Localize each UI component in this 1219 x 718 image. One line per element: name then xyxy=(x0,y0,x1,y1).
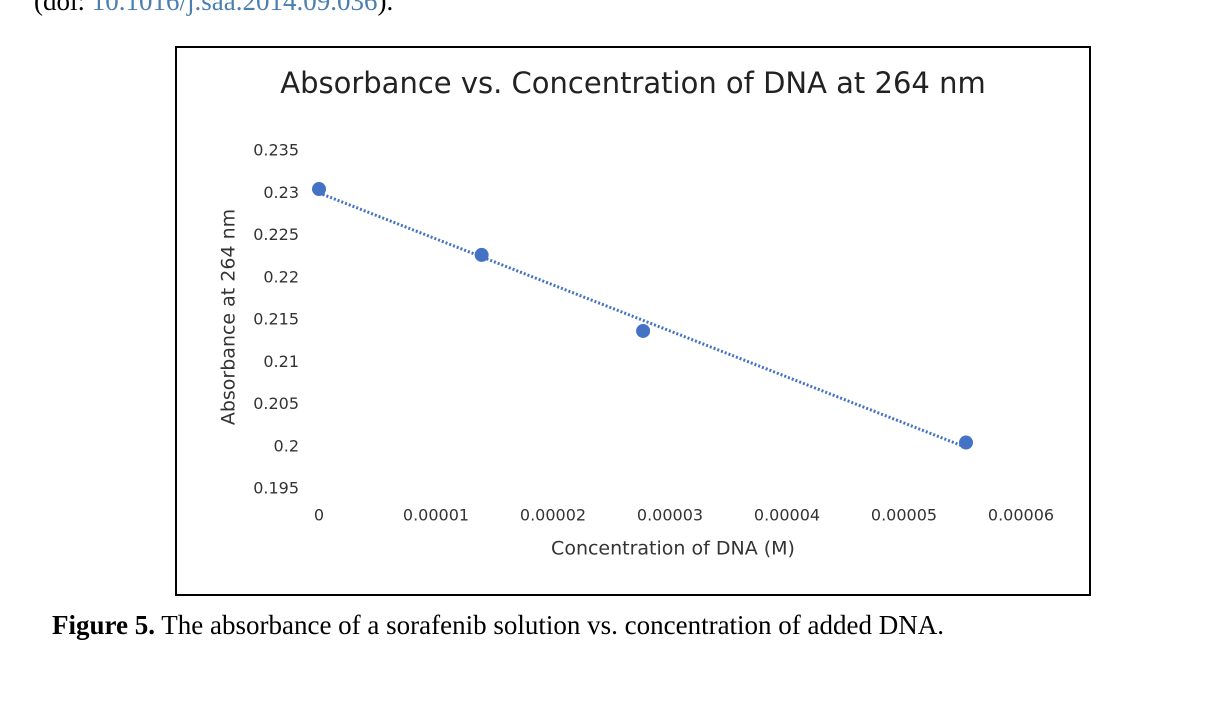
x-tick-label: 0.00004 xyxy=(754,506,820,525)
x-tick-label: 0.00001 xyxy=(403,506,469,525)
chart: Absorbance vs. Concentration of DNA at 2… xyxy=(218,66,1055,560)
data-point xyxy=(312,182,326,197)
caption-text: The absorbance of a sorafenib solution v… xyxy=(155,610,945,640)
caption-label: Figure 5. xyxy=(52,610,155,640)
x-axis-label: Concentration of DNA (M) xyxy=(551,538,795,560)
x-tick-label: 0.00002 xyxy=(520,506,586,525)
x-tick-label: 0 xyxy=(314,506,324,525)
x-tick-label: 0.00006 xyxy=(988,506,1054,525)
y-tick-label: 0.205 xyxy=(253,394,299,413)
doi-link[interactable]: 10.1016/j.saa.2014.09.036 xyxy=(91,0,378,16)
x-tick-label: 0.00003 xyxy=(637,506,703,525)
y-tick-label: 0.225 xyxy=(253,225,299,244)
data-point xyxy=(636,323,651,338)
doi-suffix: ). xyxy=(377,0,394,16)
y-tick-label: 0.23 xyxy=(263,183,299,202)
y-tick-label: 0.195 xyxy=(253,479,299,498)
chart-frame: Absorbance vs. Concentration of DNA at 2… xyxy=(175,46,1091,596)
figure-caption: Figure 5. The absorbance of a sorafenib … xyxy=(52,610,944,641)
y-axis-label: Absorbance at 264 nm xyxy=(218,209,240,425)
trendline xyxy=(318,191,967,449)
y-tick-label: 0.21 xyxy=(263,352,299,371)
y-tick-label: 0.22 xyxy=(263,267,299,286)
y-tick-label: 0.235 xyxy=(253,141,299,160)
data-point xyxy=(959,435,974,450)
y-tick-label: 0.215 xyxy=(253,310,299,329)
y-tick-label: 0.2 xyxy=(274,436,299,455)
data-point xyxy=(474,247,489,262)
x-tick-label: 0.00005 xyxy=(871,506,937,525)
doi-prefix: (doi: xyxy=(34,0,92,16)
doi-line: (doi: 10.1016/j.saa.2014.09.036). xyxy=(34,0,393,17)
chart-title: Absorbance vs. Concentration of DNA at 2… xyxy=(280,66,985,100)
